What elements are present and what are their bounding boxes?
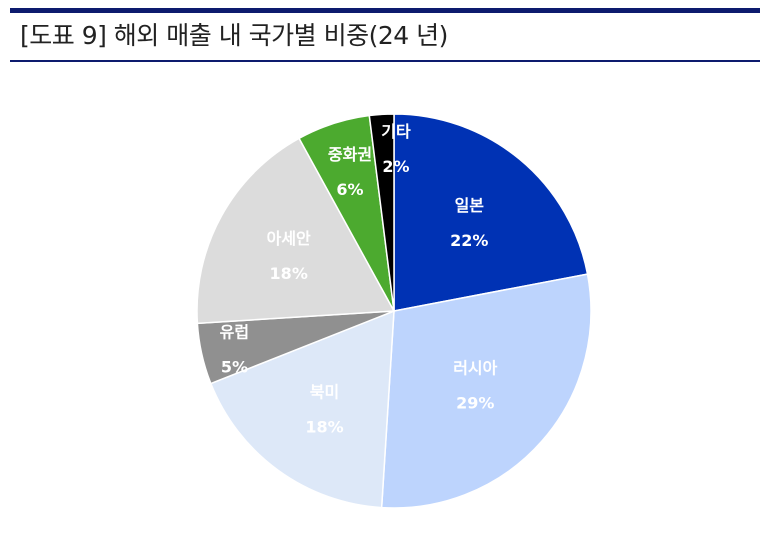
slice-category-label: 기타 <box>381 122 411 141</box>
pie-slice-2 <box>380 273 592 509</box>
slice-value-label: 18% <box>305 418 343 437</box>
slice-category-label: 중화권 <box>328 145 372 164</box>
slice-value-label: 29% <box>456 394 494 413</box>
slice-category-label: 유럽 <box>220 323 249 342</box>
pie-slice-7 <box>368 113 395 312</box>
pie-slice-3 <box>209 309 395 509</box>
pie-slice-1 <box>393 113 589 312</box>
slice-value-label: 6% <box>336 180 363 199</box>
slice-value-label: 2% <box>382 157 409 176</box>
pie-slice-5 <box>196 137 396 325</box>
slice-value-label: 5% <box>221 358 248 377</box>
slice-value-label: 22% <box>450 231 488 250</box>
chart-title: [도표 9] 해외 매출 내 국가별 비중(24 년) <box>20 21 448 50</box>
slice-category-label: 러시아 <box>453 359 497 378</box>
header-rule-top <box>10 8 760 13</box>
slice-category-label: 북미 <box>310 383 339 402</box>
slice-category-label: 일본 <box>455 196 485 215</box>
slice-category-label: 아세안 <box>267 229 311 248</box>
header-rule-bottom <box>10 60 760 62</box>
slice-value-label: 18% <box>270 264 308 283</box>
